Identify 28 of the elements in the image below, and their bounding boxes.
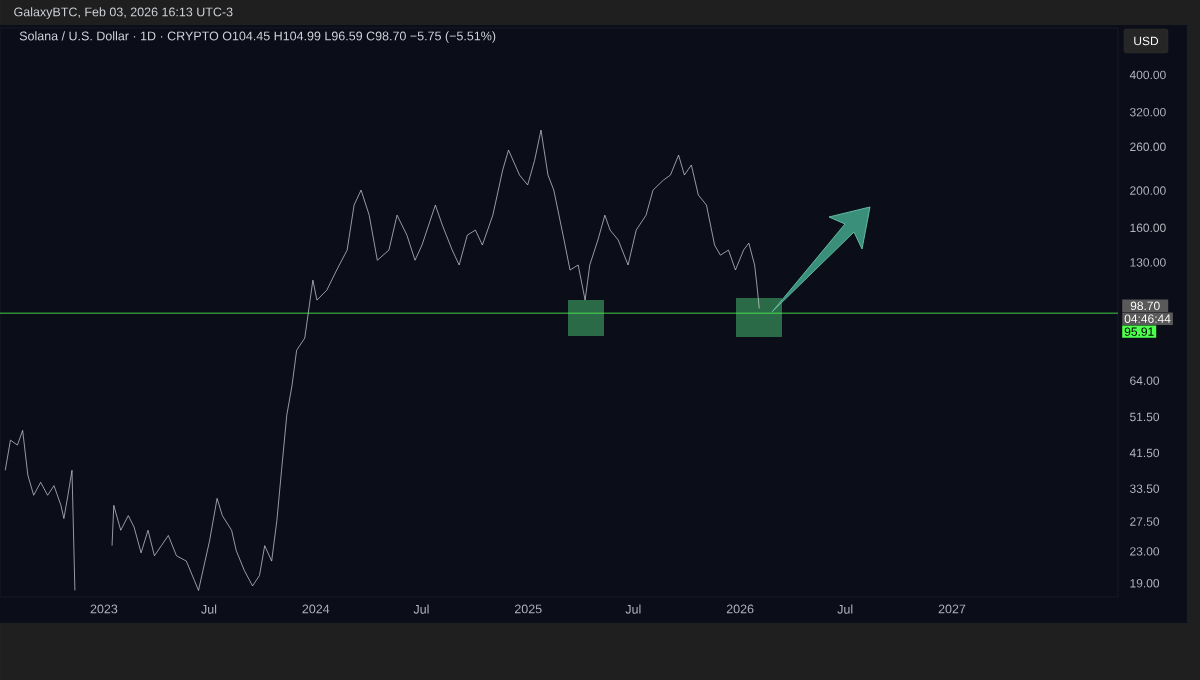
y-tick-label: 27.50 [1130, 517, 1160, 526]
text: USD [1134, 36, 1159, 46]
text: 98.70 [1130, 301, 1160, 311]
y-tick-label: 64.00 [1130, 376, 1160, 385]
x-tick-label: Jul [625, 604, 641, 614]
x-tick-label: Jul [837, 604, 853, 614]
y-tick-label: 41.50 [1129, 448, 1160, 458]
x-tick-label: Jul [201, 604, 217, 614]
y-tick-label: 320.00 [1129, 107, 1166, 117]
y-tick-label: 400.00 [1129, 70, 1166, 80]
y-tick-label: 200.00 [1130, 186, 1166, 195]
x-tick-label: 2023 [90, 604, 118, 614]
y-tick-label: 130.00 [1130, 258, 1166, 267]
x-tick-label: 2025 [514, 604, 542, 614]
x-tick-label: 2026 [726, 604, 754, 614]
text: 04:46:44 [1124, 314, 1171, 323]
ref-line-label: 95.91 [1124, 327, 1154, 336]
y-tick-label: 33.50 [1129, 484, 1160, 493]
y-tick-label: 23.00 [1130, 547, 1160, 556]
chart-title: Solana / U.S. Dollar · 1D · CRYPTO O104.45 H104.99 L96.59 C98.70 −5.75 (−5.51%) [19, 31, 496, 43]
x-tick-label: 2024 [302, 604, 330, 614]
x-tick-label: 2027 [938, 604, 966, 614]
y-tick-label: 160.00 [1130, 223, 1166, 233]
y-tick-label: 260.00 [1130, 142, 1166, 152]
y-tick-label: 51.50 [1130, 412, 1160, 422]
text: GalaxyBTC, Feb 03, 2026 16:13 UTC-3 [14, 7, 233, 19]
x-tick-label: Jul [413, 604, 429, 614]
y-tick-label: 19.00 [1130, 579, 1160, 588]
